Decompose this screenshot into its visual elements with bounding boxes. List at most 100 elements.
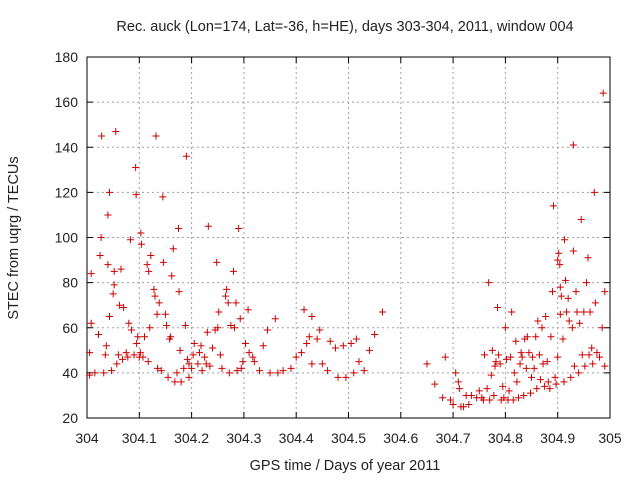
data-point xyxy=(316,326,324,334)
chart-title: Rec. auck (Lon=174, Lat=-36, h=HE), days… xyxy=(116,19,573,35)
data-point xyxy=(313,335,321,343)
data-point xyxy=(105,188,113,196)
data-point xyxy=(582,279,590,287)
data-point xyxy=(572,288,580,296)
data-point xyxy=(216,351,224,359)
data-point xyxy=(209,344,217,352)
data-point xyxy=(454,378,462,386)
data-point xyxy=(133,340,141,348)
data-point xyxy=(527,389,535,397)
data-point xyxy=(514,394,522,402)
data-point xyxy=(495,351,503,359)
data-point xyxy=(245,349,253,357)
data-point xyxy=(601,288,609,296)
y-axis: 20 40 60 80 100 120 140 160 180 xyxy=(55,49,610,426)
data-point xyxy=(494,303,502,311)
data-point xyxy=(552,380,560,388)
x-axis-label: GPS time / Days of year 2011 xyxy=(250,458,441,474)
data-points xyxy=(86,89,609,411)
data-point xyxy=(147,252,155,260)
data-point xyxy=(439,394,447,402)
x-tick-label: 304.8 xyxy=(488,430,523,446)
data-point xyxy=(266,369,274,377)
data-point xyxy=(560,236,568,244)
data-point xyxy=(203,328,211,336)
data-point xyxy=(274,369,282,377)
data-point xyxy=(479,396,487,404)
x-tick-label: 304.1 xyxy=(122,430,157,446)
data-point xyxy=(378,308,386,316)
data-point xyxy=(201,353,209,361)
data-point xyxy=(541,382,549,390)
data-point xyxy=(559,335,567,343)
data-point xyxy=(342,373,350,381)
data-point xyxy=(227,321,235,329)
data-point xyxy=(101,351,109,359)
data-point xyxy=(535,351,543,359)
data-point xyxy=(292,353,300,361)
data-point xyxy=(554,353,562,361)
data-point xyxy=(188,364,196,372)
data-point xyxy=(331,344,339,352)
data-point xyxy=(300,306,308,314)
data-point xyxy=(87,270,95,278)
data-point xyxy=(578,351,586,359)
data-point xyxy=(565,317,573,325)
data-point xyxy=(162,321,170,329)
data-point xyxy=(222,292,230,300)
data-point xyxy=(339,342,347,350)
data-point xyxy=(153,310,161,318)
data-point xyxy=(224,299,232,307)
data-point xyxy=(523,333,531,341)
data-point xyxy=(157,367,165,375)
data-point xyxy=(584,254,592,262)
data-point xyxy=(136,349,144,357)
data-point xyxy=(167,333,175,341)
data-point xyxy=(475,387,483,395)
data-point xyxy=(455,385,463,393)
x-tick-label: 304.9 xyxy=(540,430,575,446)
data-point xyxy=(308,312,316,320)
data-point xyxy=(533,385,541,393)
data-point xyxy=(598,324,606,332)
data-point xyxy=(555,249,563,257)
data-point xyxy=(575,369,583,377)
x-tick-label: 304.5 xyxy=(331,430,366,446)
data-point xyxy=(548,288,556,296)
data-point xyxy=(522,364,530,372)
data-point xyxy=(250,358,258,366)
data-point xyxy=(512,337,520,345)
data-point xyxy=(480,351,488,359)
data-point xyxy=(534,317,542,325)
data-point xyxy=(499,382,507,390)
data-point xyxy=(423,360,431,368)
y-tick-label: 60 xyxy=(62,320,78,336)
data-point xyxy=(546,385,554,393)
y-tick-label: 120 xyxy=(55,184,79,200)
data-point xyxy=(124,353,132,361)
data-point xyxy=(126,236,134,244)
data-point xyxy=(190,340,198,348)
data-point xyxy=(233,367,241,375)
data-point xyxy=(570,362,578,370)
data-point xyxy=(538,324,546,332)
data-point xyxy=(263,326,271,334)
data-point xyxy=(516,360,524,368)
data-point xyxy=(308,360,316,368)
data-point xyxy=(568,324,576,332)
data-point xyxy=(487,371,495,379)
data-point xyxy=(508,308,516,316)
y-axis-label: STEC from uqrg / TECUs xyxy=(6,156,22,319)
data-point xyxy=(547,333,555,341)
data-point xyxy=(137,240,145,248)
x-tick-label: 304.6 xyxy=(383,430,418,446)
data-point xyxy=(513,378,521,386)
data-point xyxy=(159,258,167,266)
data-point xyxy=(223,285,231,293)
data-point xyxy=(91,369,99,377)
data-point xyxy=(449,400,457,408)
data-point xyxy=(164,373,172,381)
data-point xyxy=(105,312,113,320)
data-point xyxy=(259,342,267,350)
data-point xyxy=(177,378,185,386)
